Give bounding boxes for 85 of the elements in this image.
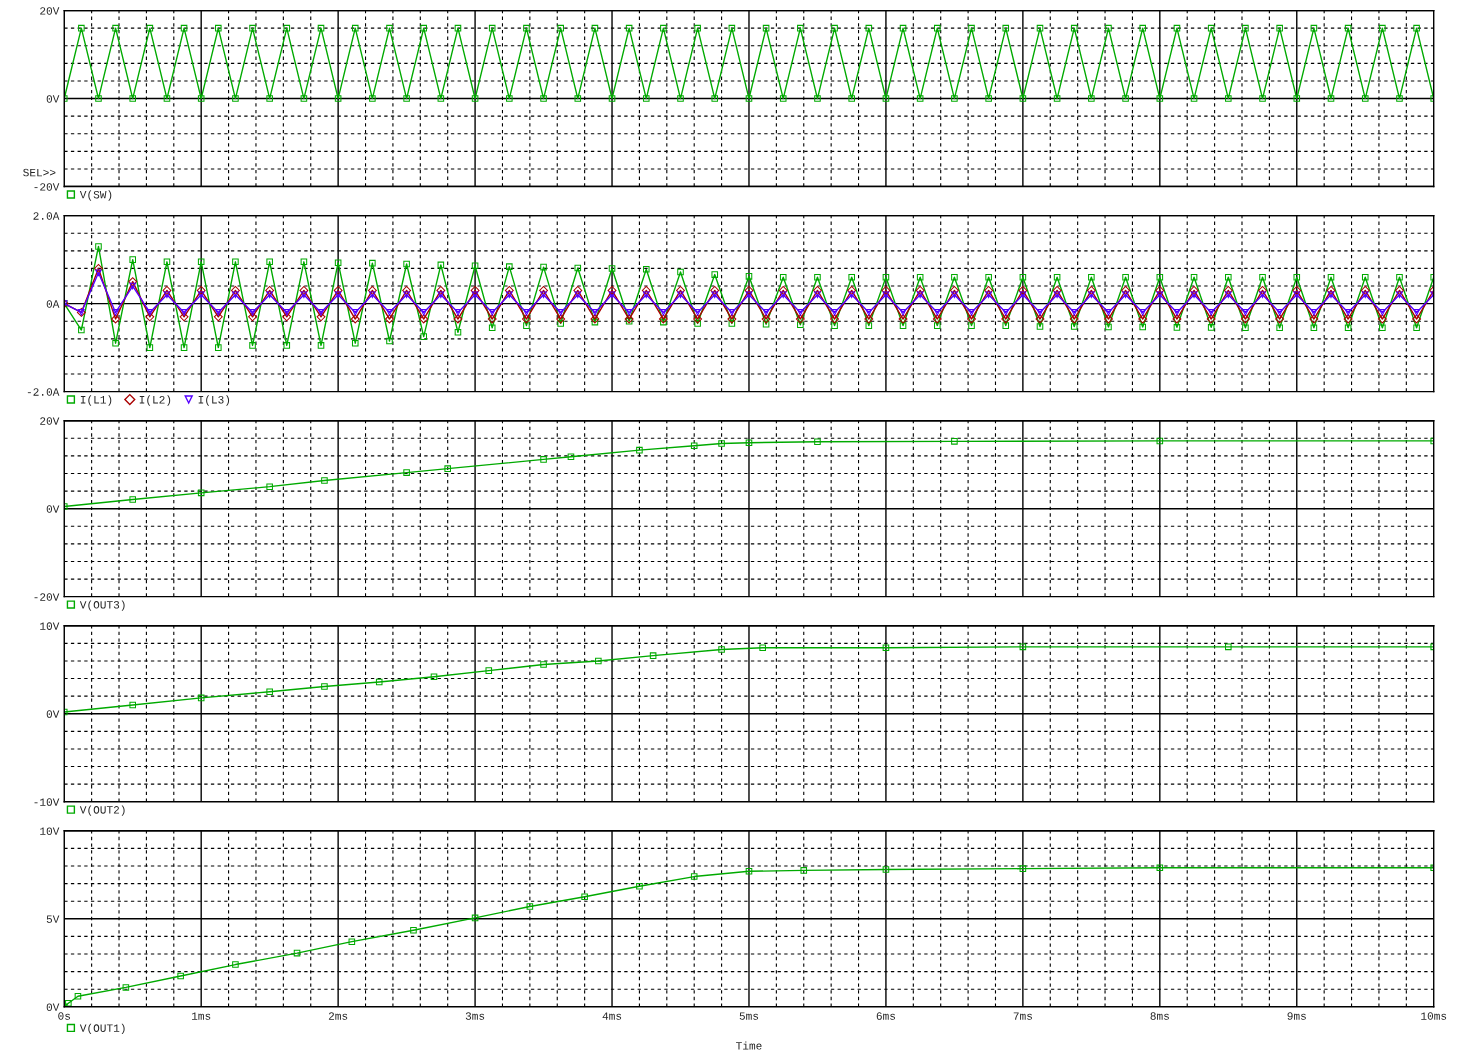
y-tick-label: -2.0A — [27, 388, 60, 396]
point — [129, 496, 137, 503]
line-series — [64, 437, 1434, 510]
point — [375, 678, 383, 686]
legend-label: I(L3) — [198, 395, 230, 406]
point — [718, 646, 725, 653]
y-tick-label: 0V — [46, 95, 60, 103]
y-tick-label: 10V — [40, 827, 60, 835]
x-tick-label: 9ms — [1287, 1012, 1306, 1020]
point — [410, 926, 417, 934]
x-tick-label: 4ms — [602, 1012, 622, 1020]
point — [882, 644, 890, 652]
y-tick-label: -20V — [34, 593, 60, 601]
point — [526, 903, 534, 910]
point — [882, 866, 890, 873]
x-tick-label: 1ms — [191, 1012, 211, 1020]
x-tick-label: 5ms — [739, 1012, 759, 1020]
point — [718, 440, 725, 447]
point — [800, 867, 808, 874]
y-tick-label: -10V — [34, 798, 60, 806]
point — [197, 694, 205, 702]
point — [1019, 865, 1027, 872]
point — [266, 483, 273, 490]
point — [745, 867, 753, 875]
point — [74, 992, 82, 1000]
y-tick-label: 0V — [46, 1003, 60, 1011]
y-tick-label: 0A — [46, 300, 60, 308]
y-tick-label: 20V — [40, 417, 60, 425]
y-tick-label: 20V — [40, 7, 60, 15]
legend-label: V(OUT1) — [79, 1023, 125, 1035]
y-tick-label: -20V — [34, 183, 60, 191]
point — [430, 673, 438, 681]
point — [232, 961, 239, 968]
point — [403, 469, 410, 476]
point — [540, 456, 547, 463]
point — [595, 657, 602, 665]
point — [636, 882, 643, 890]
y-tick-label: 0V — [46, 505, 60, 513]
point — [1019, 643, 1027, 651]
point — [1225, 643, 1232, 651]
legend-label: V(OUT2) — [79, 805, 125, 816]
point — [690, 873, 698, 880]
point — [129, 701, 137, 709]
text: SEL>> — [23, 168, 56, 177]
point — [814, 438, 821, 446]
point — [1156, 437, 1164, 445]
x-tick-label: 10ms — [1421, 1012, 1447, 1020]
point — [690, 442, 698, 450]
point — [759, 644, 766, 652]
y-tick-label: 5V — [46, 915, 60, 923]
x-tick-label: 7ms — [1013, 1012, 1032, 1020]
point — [293, 949, 301, 957]
point — [444, 465, 451, 472]
x-axis-title: Time — [736, 1041, 762, 1050]
point — [65, 999, 72, 1007]
point — [745, 439, 753, 446]
y-tick-label: 2.0A — [33, 212, 60, 220]
x-tick-label: 2ms — [328, 1012, 348, 1020]
x-tick-label: 8ms — [1150, 1012, 1169, 1020]
point — [1156, 864, 1164, 872]
point — [567, 453, 575, 461]
point — [540, 661, 547, 668]
y-tick-label: 10V — [40, 622, 60, 630]
point — [471, 914, 479, 922]
x-tick-label: 0s — [58, 1012, 70, 1020]
point — [122, 984, 130, 991]
point — [321, 477, 328, 484]
y-tick-label: 0V — [46, 710, 60, 718]
point — [636, 446, 643, 454]
point — [321, 683, 328, 690]
point — [197, 489, 205, 497]
legend-label: I(L2) — [139, 395, 171, 406]
point — [581, 893, 588, 901]
x-tick-label: 6ms — [876, 1012, 896, 1020]
legend-label: V(OUT3) — [79, 600, 125, 611]
point — [485, 667, 493, 674]
legend-label: V(SW) — [79, 190, 112, 201]
x-tick-label: 3ms — [465, 1012, 485, 1020]
line-series — [64, 643, 1434, 716]
point — [177, 972, 184, 980]
point — [266, 688, 273, 696]
legend-label: I(L1) — [80, 395, 112, 406]
point — [348, 938, 356, 945]
point — [649, 652, 657, 659]
point — [951, 438, 958, 445]
